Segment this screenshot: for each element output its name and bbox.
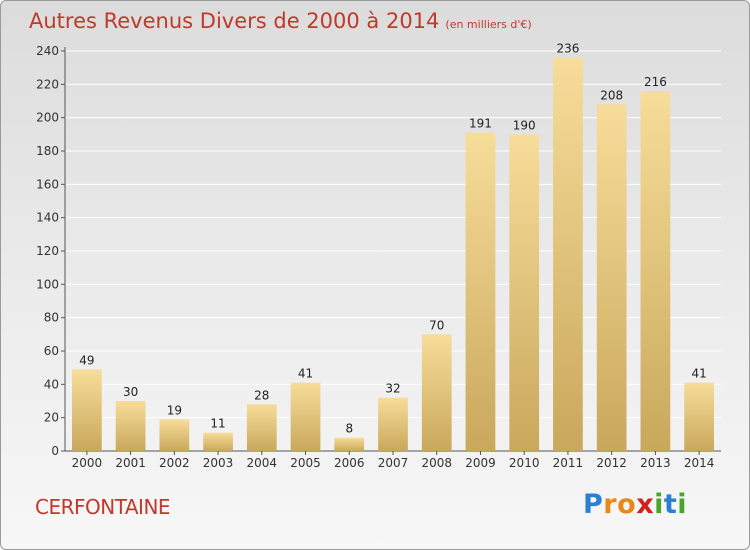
x-tick-label: 2012 — [596, 456, 627, 470]
data-label: 32 — [385, 382, 400, 396]
place-name: CERFONTAINE — [35, 495, 171, 519]
x-tick-label: 2008 — [421, 456, 452, 470]
bar — [684, 382, 715, 451]
data-label: 11 — [210, 417, 225, 431]
data-label: 8 — [345, 422, 353, 436]
data-label: 236 — [556, 42, 579, 56]
data-label: 216 — [644, 75, 667, 89]
y-tick-label: 240 — [36, 44, 59, 58]
logo-letter: i — [677, 489, 688, 520]
x-tick-label: 2001 — [115, 456, 146, 470]
logo-letter: P — [583, 489, 604, 520]
x-tick-label: 2007 — [378, 456, 409, 470]
bar — [421, 334, 452, 451]
y-tick-label: 20 — [44, 411, 59, 425]
y-tick-label: 80 — [44, 311, 59, 325]
logo-letter: r — [603, 489, 618, 520]
x-tick-label: 2002 — [159, 456, 190, 470]
x-tick-label: 2014 — [684, 456, 715, 470]
bar — [290, 382, 321, 451]
data-label: 41 — [298, 367, 313, 381]
logo-letter: t — [663, 489, 678, 520]
data-label: 190 — [513, 118, 536, 132]
x-tick-label: 2000 — [72, 456, 103, 470]
y-tick-label: 180 — [36, 144, 59, 158]
logo-letter: i — [654, 489, 664, 520]
bar — [246, 404, 277, 451]
bar — [71, 369, 102, 451]
y-tick-label: 220 — [36, 77, 59, 91]
bar — [465, 132, 496, 451]
x-tick-label: 2005 — [290, 456, 321, 470]
chart-title: Autres Revenus Divers de 2000 à 2014 (en … — [29, 9, 532, 33]
chart-title-text: Autres Revenus Divers de 2000 à 2014 — [29, 9, 440, 33]
bar — [203, 432, 233, 451]
bar — [115, 401, 146, 451]
data-label: 70 — [429, 318, 444, 332]
data-label: 19 — [167, 403, 182, 417]
data-label: 208 — [600, 88, 623, 102]
bar — [509, 134, 540, 452]
data-label: 41 — [691, 367, 706, 381]
y-tick-label: 100 — [36, 277, 59, 291]
logo-letter: o — [617, 489, 637, 520]
y-tick-label: 140 — [36, 211, 59, 225]
chart-subtitle: (en milliers d'€) — [445, 18, 532, 31]
y-tick-label: 200 — [36, 111, 59, 125]
data-label: 49 — [79, 353, 94, 367]
bar — [553, 57, 583, 452]
proxiti-logo: Proxiti — [583, 489, 687, 520]
x-tick-label: 2004 — [247, 456, 278, 470]
bar — [378, 397, 408, 451]
x-tick-label: 2010 — [509, 456, 540, 470]
x-tick-label: 2011 — [553, 456, 584, 470]
bar — [334, 437, 365, 451]
x-tick-label: 2009 — [465, 456, 496, 470]
data-label: 30 — [123, 385, 138, 399]
y-tick-label: 0 — [51, 444, 59, 458]
y-tick-label: 60 — [44, 344, 59, 358]
bar — [159, 419, 190, 451]
bar — [640, 91, 671, 451]
y-tick-label: 40 — [44, 377, 59, 391]
data-label: 191 — [469, 117, 492, 131]
y-tick-label: 160 — [36, 177, 59, 191]
x-tick-label: 2013 — [640, 456, 671, 470]
data-label: 28 — [254, 388, 269, 402]
x-tick-label: 2006 — [334, 456, 365, 470]
bar — [596, 104, 627, 451]
logo-letter: x — [636, 489, 655, 520]
x-tick-label: 2003 — [203, 456, 234, 470]
y-tick-label: 120 — [36, 244, 59, 258]
